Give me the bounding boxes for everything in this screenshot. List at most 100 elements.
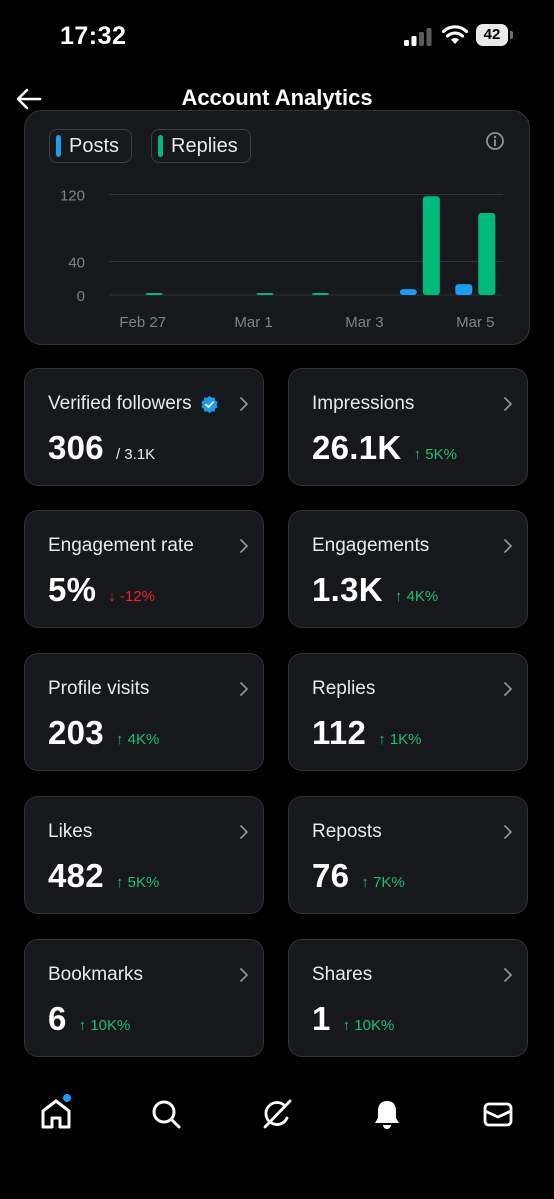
cellular-signal-icon <box>404 28 432 46</box>
metric-card-impressions[interactable]: Impressions 26.1K ↑ 5K% <box>288 368 528 486</box>
mail-icon[interactable] <box>478 1094 518 1134</box>
grok-icon[interactable] <box>257 1094 297 1134</box>
metric-card-likes[interactable]: Likes 482 ↑ 5K% <box>24 796 264 914</box>
y-tick-label: 0 <box>77 288 85 305</box>
home-notification-badge <box>63 1094 71 1102</box>
arrow-up-icon: ↑ <box>361 874 373 891</box>
bar-replies <box>312 293 329 295</box>
metric-card-reposts[interactable]: Reposts 76 ↑ 7K% <box>288 796 528 914</box>
metric-change: ↑ 5K% <box>116 874 159 891</box>
metric-change: ↑ 10K% <box>79 1017 131 1034</box>
metric-label: Engagements <box>312 535 429 557</box>
arrow-up-icon: ↑ <box>413 446 426 463</box>
metric-card-profile-visits[interactable]: Profile visits 203 ↑ 4K% <box>24 653 264 771</box>
metric-value: 5% <box>48 571 97 608</box>
bar-posts <box>455 284 473 295</box>
metric-value-row: 482 ↑ 5K% <box>48 857 159 895</box>
x-tick-label: Mar 5 <box>456 314 494 331</box>
metric-change: ↑ 4K% <box>116 731 159 748</box>
wifi-icon <box>441 25 469 44</box>
info-icon[interactable] <box>485 131 505 151</box>
battery-nub <box>510 31 513 39</box>
metric-label-text: Engagements <box>312 535 430 556</box>
metric-value-row: 1 ↑ 10K% <box>312 1000 394 1038</box>
arrow-up-icon: ↑ <box>115 731 128 748</box>
metric-change-value: 5K% <box>127 874 160 891</box>
metric-value-row: 76 ↑ 7K% <box>312 857 405 895</box>
metric-card-bookmarks[interactable]: Bookmarks 6 ↑ 10K% <box>24 939 264 1057</box>
metric-change-value: 4K% <box>127 731 160 748</box>
metric-label-text: Reposts <box>312 821 382 842</box>
bar-replies <box>256 293 274 295</box>
metric-value-row: 6 ↑ 10K% <box>48 1000 130 1038</box>
metric-card-engagement-rate[interactable]: Engagement rate 5% ↓ -12% <box>24 510 264 628</box>
metric-label: Replies <box>312 678 375 700</box>
legend-swatch-posts <box>56 135 61 157</box>
legend-chip-posts[interactable]: Posts <box>49 129 133 163</box>
metric-change-value: 10K% <box>90 1017 131 1034</box>
arrow-down-icon: ↓ <box>108 588 120 605</box>
arrow-up-icon: ↑ <box>115 874 128 891</box>
x-tick-label: Feb 27 <box>119 314 166 331</box>
metric-change-value: 10K% <box>354 1017 395 1034</box>
metric-change-value: 5K% <box>425 446 457 463</box>
analytics-chart-card: 0 40 120 Feb 27 Mar 1 Mar 3 Mar 5 Posts Replie… <box>24 110 530 345</box>
metric-change: ↓ -12% <box>108 588 155 605</box>
bar-replies <box>145 293 163 295</box>
metric-value-row: 306 / 3.1K <box>48 429 155 467</box>
bell-icon[interactable] <box>367 1094 407 1134</box>
chevron-right-icon <box>240 539 248 553</box>
metric-value-row: 112 ↑ 1K% <box>312 714 422 752</box>
metric-value-row: 203 ↑ 4K% <box>48 714 159 752</box>
metric-change: ↑ 5K% <box>414 446 457 463</box>
metric-card-engagements[interactable]: Engagements 1.3K ↑ 4K% <box>288 510 528 628</box>
metric-value: 203 <box>48 714 104 751</box>
battery-indicator: 42 <box>476 24 508 46</box>
metric-card-replies[interactable]: Replies 112 ↑ 1K% <box>288 653 528 771</box>
chevron-right-icon <box>240 968 248 982</box>
metric-value: 26.1K <box>312 429 402 466</box>
metric-value: 6 <box>48 1000 67 1037</box>
bar-posts <box>399 289 417 295</box>
bar-replies <box>478 212 496 295</box>
top-header: Account Analytics <box>0 78 554 130</box>
y-tick-label: 120 <box>60 188 85 205</box>
bar-chart: 0 40 120 Feb 27 Mar 1 Mar 3 Mar 5 <box>60 188 503 331</box>
legend-label-posts: Posts <box>69 134 120 157</box>
search-icon[interactable] <box>146 1094 186 1134</box>
metric-value-row: 26.1K ↑ 5K% <box>312 429 457 467</box>
metric-change: ↑ 1K% <box>378 731 421 748</box>
metric-label: Engagement rate <box>48 535 194 557</box>
metric-label-text: Verified followers <box>48 393 192 414</box>
metric-value-row: 1.3K ↑ 4K% <box>312 571 438 609</box>
back-arrow-icon[interactable] <box>14 84 44 114</box>
metric-label-text: Impressions <box>312 393 415 414</box>
metric-card-verified-followers[interactable]: Verified followers 306 / 3.1K <box>24 368 264 486</box>
metric-value-row: 5% ↓ -12% <box>48 571 155 609</box>
metric-value: 112 <box>312 714 367 751</box>
metric-label: Verified followers <box>48 393 219 415</box>
chevron-right-icon <box>504 968 512 982</box>
metric-change: ↑ 10K% <box>343 1017 395 1034</box>
metric-label: Bookmarks <box>48 964 143 986</box>
page-title: Account Analytics <box>181 85 373 110</box>
legend-label-replies: Replies <box>171 134 238 157</box>
chevron-right-icon <box>504 397 512 411</box>
y-tick-label: 40 <box>68 255 85 272</box>
metric-label: Likes <box>48 821 92 843</box>
metric-label-text: Profile visits <box>48 678 150 699</box>
status-time: 17:32 <box>60 22 127 50</box>
x-tick-label: Mar 3 <box>345 314 383 331</box>
legend-chip-replies[interactable]: Replies <box>151 129 251 163</box>
metric-label: Profile visits <box>48 678 149 700</box>
home-icon[interactable] <box>36 1094 76 1134</box>
metric-label-text: Replies <box>312 678 376 699</box>
chevron-right-icon <box>240 825 248 839</box>
x-tick-label: Mar 1 <box>234 314 272 331</box>
metric-label-text: Bookmarks <box>48 964 144 985</box>
metric-change-value: 1K% <box>389 731 422 748</box>
metric-card-shares[interactable]: Shares 1 ↑ 10K% <box>288 939 528 1057</box>
legend-swatch-replies <box>158 135 163 157</box>
bottom-navigation <box>0 1080 554 1150</box>
metric-total: / 3.1K <box>115 446 156 463</box>
